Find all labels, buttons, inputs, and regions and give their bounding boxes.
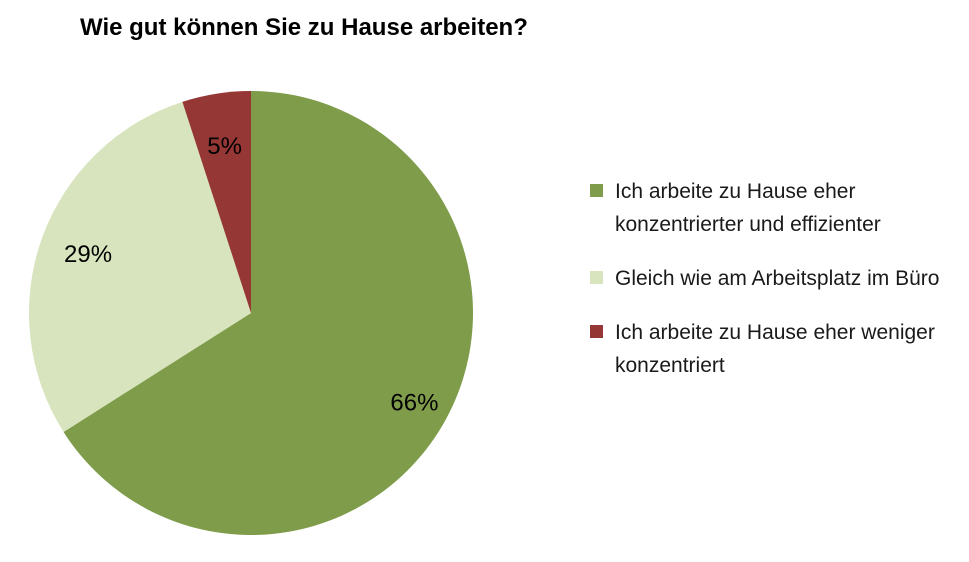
legend-label: Ich arbeite zu Hause eher weniger konzen… (615, 321, 935, 377)
legend: Ich arbeite zu Hause eher konzentrierter… (590, 175, 960, 403)
pie-slice-less-concentrated (182, 91, 251, 313)
pie-data-labels: 66% 29% 5% (64, 133, 438, 416)
data-label-more-efficient: 66% (390, 389, 438, 416)
data-label-same-as-office: 29% (64, 241, 112, 268)
legend-swatch (590, 271, 603, 284)
legend-label: Ich arbeite zu Hause eher konzentrierter… (615, 180, 881, 236)
legend-label: Gleich wie am Arbeitsplatz im Büro (615, 267, 940, 290)
legend-item-same-as-office: Gleich wie am Arbeitsplatz im Büro (590, 262, 960, 295)
legend-item-more-efficient: Ich arbeite zu Hause eher konzentrierter… (590, 175, 960, 241)
pie-slices (28, 91, 474, 535)
pie-slice-more-efficient (63, 91, 474, 535)
pie-slice-same-as-office (28, 101, 252, 432)
legend-swatch (590, 184, 603, 197)
legend-swatch (590, 325, 603, 338)
data-label-less-concentrated: 5% (207, 133, 242, 160)
legend-item-less-concentrated: Ich arbeite zu Hause eher weniger konzen… (590, 316, 960, 382)
chart-title: Wie gut können Sie zu Hause arbeiten? (80, 14, 528, 41)
